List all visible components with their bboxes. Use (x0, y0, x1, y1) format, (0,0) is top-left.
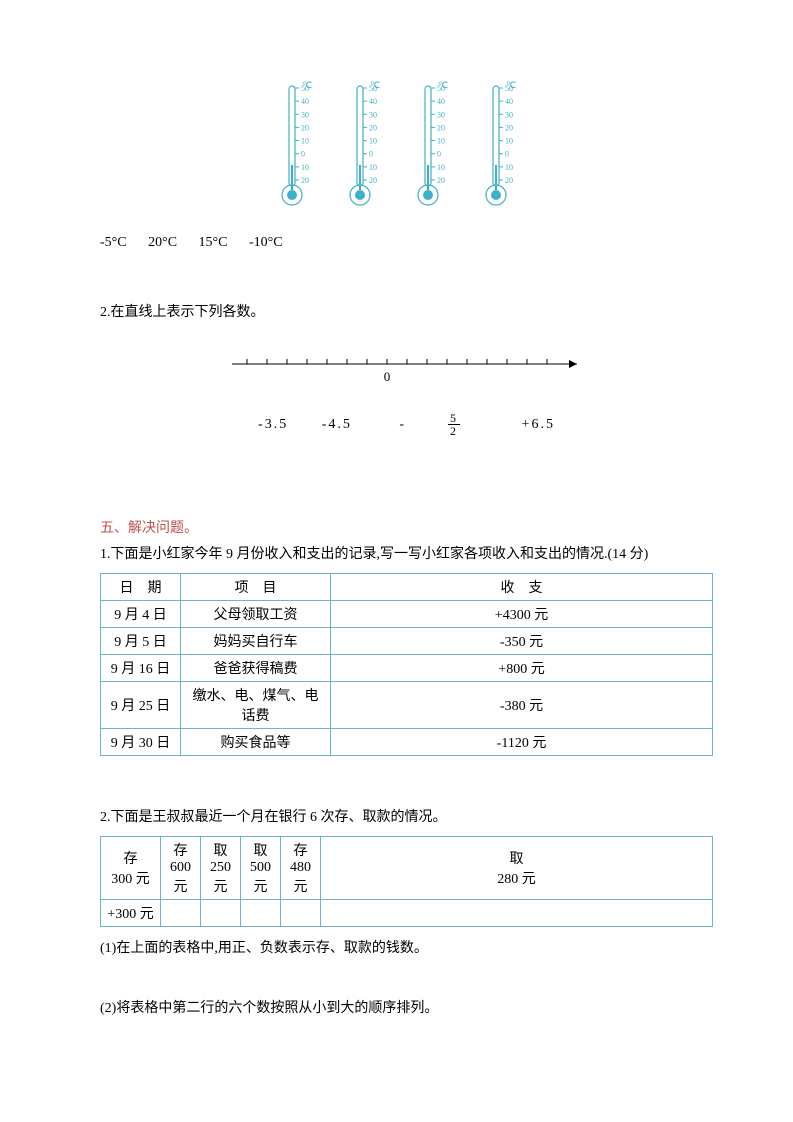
svg-text:10: 10 (301, 137, 309, 146)
col-item: 项 目 (181, 574, 331, 601)
svg-text:20: 20 (505, 176, 513, 185)
table-row: 9 月 4 日 父母领取工资 +4300 元 (101, 601, 713, 628)
col-date: 日 期 (101, 574, 181, 601)
svg-text:0: 0 (301, 150, 305, 159)
temp-1: -5°C (100, 235, 127, 250)
svg-text:0: 0 (505, 150, 509, 159)
temp-3: 15°C (199, 235, 228, 250)
thermometer-3: ℃ 504030201001020 (416, 80, 456, 215)
problem-2-text: 2.下面是王叔叔最近一个月在银行 6 次存、取款的情况。 (100, 806, 713, 826)
table-row: 9 月 16 日 爸爸获得稿费 +800 元 (101, 655, 713, 682)
svg-text:10: 10 (505, 163, 513, 172)
col-amount: 收 支 (331, 574, 713, 601)
svg-text:50: 50 (369, 84, 377, 93)
num-1: -3.5 (258, 417, 288, 432)
svg-text:0: 0 (369, 150, 373, 159)
bank-row-1: 存300 元 存600元 取250元 取500元 存480元 取280 元 (101, 837, 713, 900)
svg-text:30: 30 (369, 110, 377, 119)
table-row: 9 月 30 日 购买食品等 -1120 元 (101, 729, 713, 756)
sub-question-2: (2)将表格中第二行的六个数按照从小到大的顺序排列。 (100, 997, 713, 1017)
temp-4: -10°C (249, 235, 283, 250)
svg-text:20: 20 (369, 123, 377, 132)
svg-text:40: 40 (369, 97, 377, 106)
thermometer-1: ℃ 504030201001020 (280, 80, 320, 215)
number-line-values: -3.5 -4.5 -52 +6.5 (100, 412, 713, 437)
temperatures-list: -5°C 20°C 15°C -10°C (100, 235, 713, 251)
bank-table: 存300 元 存600元 取250元 取500元 存480元 取280 元 +3… (100, 836, 713, 927)
income-expense-table: 日 期 项 目 收 支 9 月 4 日 父母领取工资 +4300 元 9 月 5… (100, 573, 713, 756)
table-row: 9 月 25 日 缴水、电、煤气、电话费 -380 元 (101, 682, 713, 729)
svg-text:40: 40 (437, 97, 445, 106)
num-2: -4.5 (322, 417, 352, 432)
svg-text:40: 40 (505, 97, 513, 106)
svg-text:20: 20 (301, 176, 309, 185)
thermometer-2: ℃ 504030201001020 (348, 80, 388, 215)
q2-text: 2.在直线上表示下列各数。 (100, 301, 713, 321)
svg-text:20: 20 (369, 176, 377, 185)
problem-1-text: 1.下面是小红家今年 9 月份收入和支出的记录,写一写小红家各项收入和支出的情况… (100, 543, 713, 563)
svg-text:20: 20 (437, 176, 445, 185)
svg-text:20: 20 (505, 123, 513, 132)
svg-text:10: 10 (369, 137, 377, 146)
number-line: 0 (100, 349, 713, 394)
svg-text:20: 20 (437, 123, 445, 132)
svg-text:40: 40 (301, 97, 309, 106)
number-line-svg: 0 (227, 349, 587, 389)
svg-text:10: 10 (301, 163, 309, 172)
svg-text:50: 50 (437, 84, 445, 93)
fraction: 52 (434, 412, 474, 437)
sub-question-1: (1)在上面的表格中,用正、负数表示存、取款的钱数。 (100, 937, 713, 957)
section-5-title: 五、解决问题。 (100, 517, 713, 537)
thermometer-4: ℃ 504030201001020 (484, 80, 524, 215)
svg-text:10: 10 (369, 163, 377, 172)
svg-text:10: 10 (437, 137, 445, 146)
svg-text:50: 50 (301, 84, 309, 93)
thermometer-row: ℃ 504030201001020 ℃ 504030201001020 ℃ 50… (280, 80, 713, 215)
svg-text:20: 20 (301, 123, 309, 132)
zero-label: 0 (383, 369, 390, 384)
table-header-row: 日 期 项 目 收 支 (101, 574, 713, 601)
svg-text:10: 10 (437, 163, 445, 172)
temp-2: 20°C (148, 235, 177, 250)
svg-text:30: 30 (505, 110, 513, 119)
table-row: 9 月 5 日 妈妈买自行车 -350 元 (101, 628, 713, 655)
svg-text:0: 0 (437, 150, 441, 159)
num-3: -52 (385, 417, 488, 432)
bank-row-2: +300 元 (101, 900, 713, 927)
svg-text:50: 50 (505, 84, 513, 93)
svg-text:30: 30 (437, 110, 445, 119)
svg-text:10: 10 (505, 137, 513, 146)
num-4: +6.5 (522, 417, 555, 432)
svg-text:30: 30 (301, 110, 309, 119)
